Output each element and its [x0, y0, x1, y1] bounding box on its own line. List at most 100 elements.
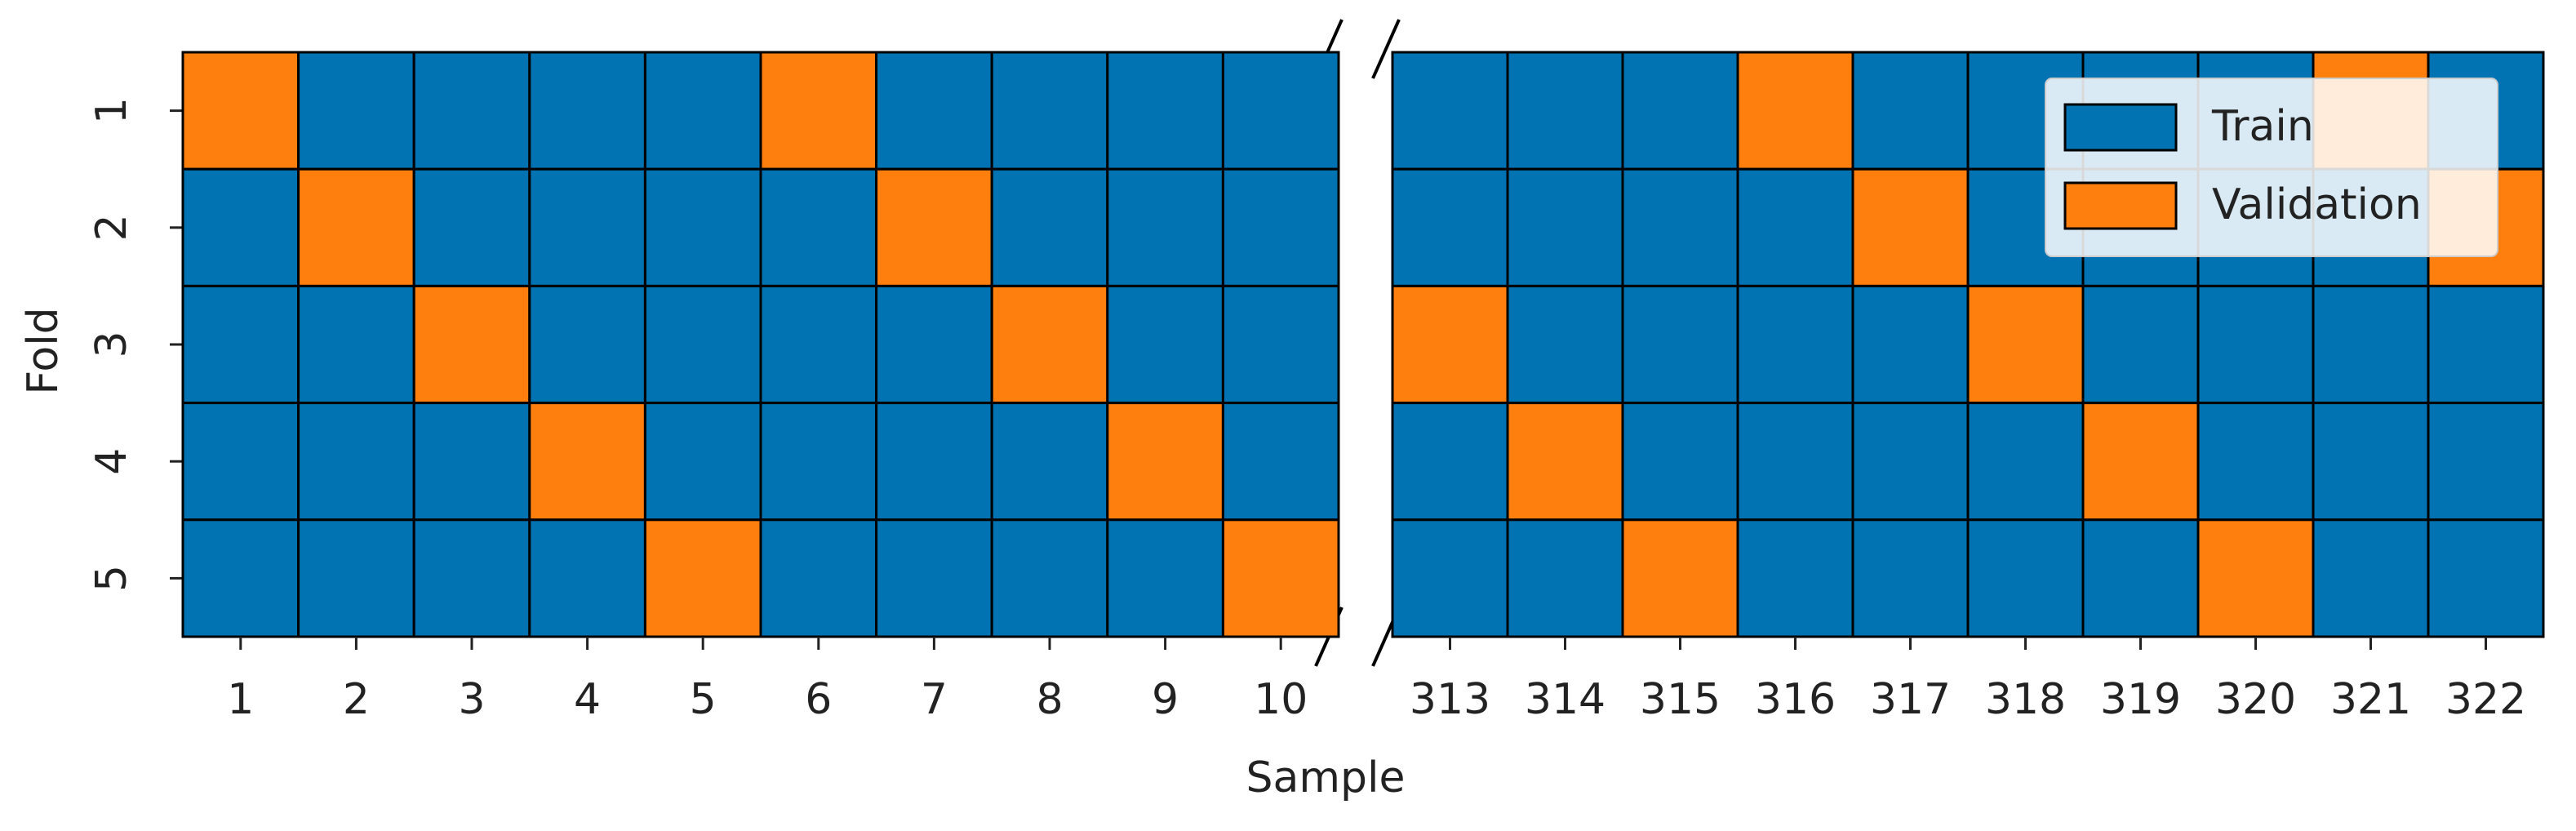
cell	[2312, 518, 2430, 638]
x-tick-label: 3	[458, 675, 485, 724]
cell	[643, 167, 762, 287]
cell	[875, 284, 993, 405]
cell	[1736, 518, 1854, 638]
cell	[1391, 402, 1509, 522]
cell	[875, 51, 993, 171]
cell	[990, 284, 1109, 405]
cell	[2427, 284, 2545, 405]
cell	[1106, 402, 1224, 522]
cell	[528, 284, 646, 405]
x-axis-label: Sample	[1246, 753, 1406, 802]
x-tick-label: 9	[1152, 675, 1179, 724]
cell	[1506, 51, 1624, 171]
cell	[528, 51, 646, 171]
cell	[2081, 518, 2200, 638]
cell	[759, 518, 878, 638]
cell	[1506, 518, 1624, 638]
cell	[1391, 51, 1509, 171]
cell	[759, 167, 878, 287]
cell	[759, 402, 878, 522]
cell	[297, 51, 415, 171]
cell	[297, 402, 415, 522]
cell	[990, 167, 1109, 287]
y-tick-label: 3	[87, 331, 136, 358]
x-tick-label: 1	[227, 675, 254, 724]
cell	[1736, 51, 1854, 171]
break-mark	[1371, 19, 1401, 79]
x-tick-label: 318	[1985, 675, 2066, 724]
legend-swatch	[2063, 103, 2178, 152]
legend-label: Train	[2211, 102, 2314, 151]
legend: Train Validation	[2045, 78, 2498, 257]
x-tick-label: 8	[1036, 675, 1063, 724]
x-tick-label: 320	[2215, 675, 2296, 724]
y-tick-label: 2	[87, 214, 136, 241]
cell	[2196, 402, 2315, 522]
cell	[181, 51, 300, 171]
legend-swatch	[2063, 181, 2178, 230]
cell	[1851, 518, 1970, 638]
x-tick-label: 321	[2330, 675, 2411, 724]
cell	[412, 284, 531, 405]
cell	[1221, 402, 1340, 522]
cell	[1221, 167, 1340, 287]
cell	[1106, 167, 1224, 287]
x-tick-label: 316	[1755, 675, 1836, 724]
cell	[875, 402, 993, 522]
cell	[2196, 518, 2315, 638]
cell	[2081, 402, 2200, 522]
cell	[412, 167, 531, 287]
cell	[2427, 518, 2545, 638]
cell	[1221, 284, 1340, 405]
cell	[875, 167, 993, 287]
cell	[1851, 51, 1970, 171]
cell	[990, 518, 1109, 638]
cell	[297, 167, 415, 287]
x-tick-label: 315	[1640, 675, 1721, 724]
cell	[2196, 284, 2315, 405]
x-tick-label: 4	[574, 675, 601, 724]
x-tick-label: 317	[1870, 675, 1951, 724]
x-tick-label: 322	[2445, 675, 2526, 724]
x-tick-label: 5	[690, 675, 717, 724]
cell	[643, 402, 762, 522]
cell	[643, 518, 762, 638]
cell	[412, 518, 531, 638]
cell	[1221, 51, 1340, 171]
cell	[528, 402, 646, 522]
y-tick-label: 1	[87, 97, 136, 124]
cell	[1391, 518, 1509, 638]
cell	[759, 51, 878, 171]
cell	[297, 518, 415, 638]
cell	[412, 51, 531, 171]
cell	[528, 167, 646, 287]
cell	[1221, 518, 1340, 638]
cell	[875, 518, 993, 638]
cell	[1736, 167, 1854, 287]
y-tick-label: 4	[87, 448, 136, 475]
cell	[1621, 402, 1739, 522]
cell	[1966, 518, 2085, 638]
cell	[1966, 284, 2085, 405]
y-tick-label: 5	[87, 565, 136, 592]
cell	[2081, 284, 2200, 405]
x-tick-label: 314	[1525, 675, 1606, 724]
cell	[1106, 518, 1224, 638]
cell	[181, 284, 300, 405]
cell	[528, 518, 646, 638]
cell	[643, 51, 762, 171]
cell	[1506, 167, 1624, 287]
cell	[1966, 402, 2085, 522]
x-tick-label: 2	[343, 675, 370, 724]
cell	[181, 402, 300, 522]
cell	[759, 284, 878, 405]
x-tick-label: 10	[1254, 675, 1308, 724]
cell	[1506, 402, 1624, 522]
cell	[990, 402, 1109, 522]
cell	[1621, 167, 1739, 287]
cell	[1736, 402, 1854, 522]
cell	[1621, 51, 1739, 171]
cell	[1736, 284, 1854, 405]
